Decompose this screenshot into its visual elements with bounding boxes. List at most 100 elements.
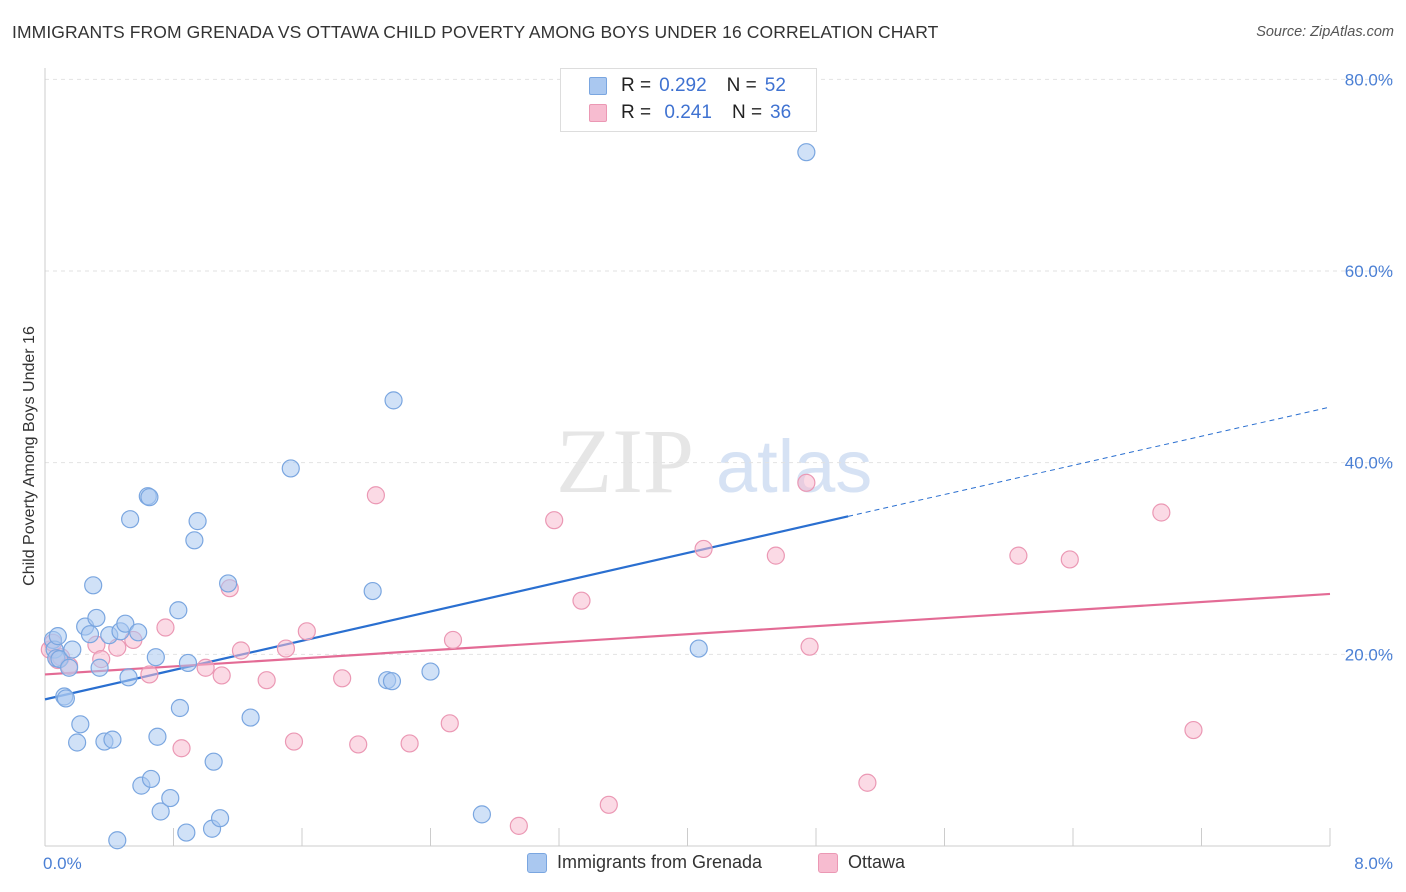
grid-layer (45, 78, 1395, 655)
legend-swatch-pink (589, 104, 607, 122)
r-value: 0.292 (659, 75, 707, 96)
point-ottawa (297, 622, 316, 641)
point-ottawa (1060, 550, 1079, 569)
y-axis-label: Child Poverty Among Boys Under 16 (21, 326, 38, 586)
point-layer (40, 143, 1203, 850)
point-grenada (63, 640, 82, 659)
point-ottawa (694, 539, 713, 559)
legend-item-ottawa: Ottawa (818, 852, 905, 873)
point-grenada (68, 733, 87, 752)
point-ottawa (858, 773, 877, 792)
y-tick-label: 80.0% (1345, 70, 1393, 89)
chart-title: IMMIGRANTS FROM GRENADA VS OTTAWA CHILD … (12, 22, 939, 42)
y-tick-label: 20.0% (1345, 645, 1393, 664)
point-grenada (119, 668, 138, 687)
watermark-atlas: atlas (716, 425, 872, 508)
watermark: ZIP atlas (556, 410, 872, 512)
point-ottawa (1009, 546, 1028, 565)
watermark-zip: ZIP (556, 410, 694, 512)
point-grenada (140, 488, 159, 507)
trendline-grenada-extension (848, 406, 1331, 517)
point-grenada (59, 658, 79, 677)
point-grenada (185, 531, 204, 550)
point-ottawa (257, 671, 276, 690)
trendline-ottawa (44, 592, 1331, 676)
point-grenada (421, 662, 440, 681)
point-ottawa (1184, 720, 1203, 740)
n-label: N = (731, 102, 763, 123)
point-grenada (281, 459, 300, 478)
point-ottawa (196, 658, 215, 677)
point-grenada (151, 802, 170, 821)
source-credit: Source: ZipAtlas.com (1256, 24, 1394, 40)
point-grenada (146, 648, 165, 667)
legend-label-ottawa: Ottawa (848, 852, 906, 872)
point-ottawa (284, 732, 304, 751)
point-ottawa (572, 591, 591, 610)
point-ottawa (766, 546, 785, 565)
point-ottawa (599, 795, 618, 814)
point-grenada (169, 601, 188, 620)
point-ottawa (366, 486, 385, 505)
point-grenada (210, 809, 230, 828)
point-ottawa (797, 473, 816, 492)
point-grenada (148, 727, 167, 746)
point-ottawa (800, 637, 819, 656)
point-ottawa (443, 630, 463, 650)
axis-layer: 20.0% 40.0% 60.0% 80.0% 0.0% 8.0% (43, 68, 1393, 873)
legend-label-grenada: Immigrants from Grenada (557, 852, 763, 872)
n-value: 52 (764, 75, 786, 96)
point-grenada (170, 698, 190, 718)
x-tick-label: 8.0% (1354, 854, 1393, 873)
stats-legend: R = 0.292 N = 52 R = 0.241 N = 36 (560, 68, 817, 132)
point-grenada (188, 512, 207, 531)
point-ottawa (212, 666, 231, 685)
point-grenada (363, 581, 382, 601)
legend-swatch-pink (818, 852, 838, 873)
point-ottawa (545, 511, 564, 530)
point-grenada (219, 574, 238, 593)
point-grenada (161, 788, 180, 808)
y-tick-label: 40.0% (1345, 454, 1393, 473)
point-grenada (90, 658, 109, 677)
point-grenada (384, 391, 403, 410)
point-ottawa (140, 665, 159, 684)
point-grenada (241, 708, 260, 727)
point-ottawa (276, 639, 296, 658)
point-grenada (80, 625, 100, 644)
x-tick-label: 0.0% (43, 854, 82, 873)
point-grenada (382, 672, 402, 691)
n-label: N = (726, 75, 757, 96)
point-grenada (87, 608, 106, 628)
legend-swatch-blue (527, 852, 547, 873)
point-ottawa (440, 714, 459, 733)
point-grenada (129, 623, 148, 642)
point-ottawa (509, 816, 528, 835)
point-grenada (71, 715, 90, 734)
legend-swatch-blue (589, 77, 607, 95)
point-grenada (121, 510, 140, 529)
point-grenada (56, 689, 75, 708)
trend-layer (44, 406, 1331, 701)
r-label: R = (621, 102, 652, 123)
point-ottawa (156, 618, 175, 637)
trendline-grenada (44, 515, 849, 701)
point-ottawa (1152, 503, 1171, 522)
point-grenada (204, 752, 223, 771)
point-grenada (178, 653, 198, 673)
point-grenada (472, 805, 491, 824)
point-grenada (108, 831, 127, 850)
n-value: 36 (770, 102, 792, 123)
r-value: 0.241 (659, 102, 712, 123)
point-ottawa (333, 669, 352, 688)
stats-legend-row-grenada: R = 0.292 N = 52 (561, 73, 786, 99)
point-ottawa (400, 734, 419, 753)
point-grenada (177, 823, 196, 842)
stats-legend-row-ottawa: R = 0.241 N = 36 (561, 100, 791, 126)
point-grenada (116, 614, 135, 633)
point-grenada (797, 143, 816, 162)
point-ottawa (231, 641, 251, 660)
point-grenada (84, 576, 103, 595)
point-ottawa (349, 735, 368, 754)
